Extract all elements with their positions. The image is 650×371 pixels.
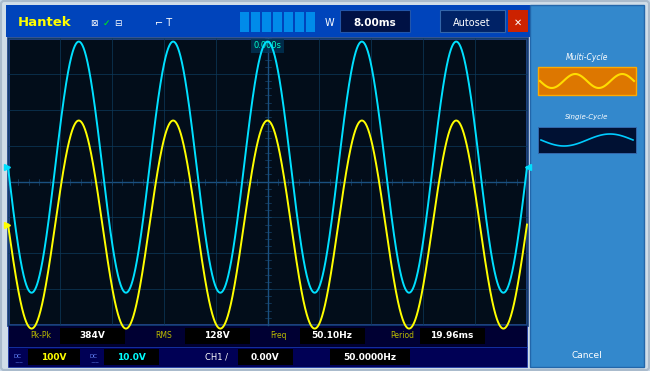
Text: 10.0V: 10.0V [116,352,146,361]
Text: ~~: ~~ [14,361,23,365]
Text: Freq: Freq [270,332,287,341]
Text: 100V: 100V [41,352,67,361]
Text: 0.000s: 0.000s [254,42,281,50]
Bar [420,328,485,344]
Text: W: W [325,18,335,28]
Text: ✕: ✕ [514,18,522,28]
Text: ⌐ T: ⌐ T [155,18,172,28]
Text: Multi-Cycle: Multi-Cycle [566,53,608,62]
Bar [251,12,260,32]
Bar [8,347,527,367]
Bar [284,12,293,32]
Bar [330,349,410,365]
Bar [185,328,250,344]
Text: Period: Period [390,332,414,341]
Bar [300,328,365,344]
Text: ✓: ✓ [103,19,111,27]
Text: 128V: 128V [204,332,230,341]
Bar [306,12,315,32]
Text: 8.00ms: 8.00ms [354,18,396,28]
Text: DC: DC [90,355,98,359]
Bar [440,10,505,32]
Text: DC: DC [14,355,22,359]
Text: 0.00V: 0.00V [251,352,280,361]
Text: 384V: 384V [79,332,105,341]
Bar [538,67,636,95]
Bar [262,12,271,32]
Bar [8,38,527,325]
Text: ⊠: ⊠ [90,19,97,27]
Bar [60,328,125,344]
Bar [28,349,80,365]
Bar [238,349,293,365]
Text: 50.0000Hz: 50.0000Hz [343,352,396,361]
Text: Pk-Pk: Pk-Pk [30,332,51,341]
Bar [538,127,636,153]
Bar [6,5,644,37]
Text: 19.96ms: 19.96ms [430,332,474,341]
Bar [240,12,249,32]
Bar [508,10,528,32]
Text: 50.10Hz: 50.10Hz [311,332,352,341]
Text: ⊟: ⊟ [114,19,122,27]
Bar [8,325,527,347]
Bar [340,10,410,32]
Bar [273,12,282,32]
Text: RMS: RMS [155,332,172,341]
Text: Autoset: Autoset [453,18,491,28]
Text: Hantek: Hantek [18,16,72,30]
Bar [104,349,159,365]
Text: Cancel: Cancel [571,351,603,359]
Bar [530,5,644,367]
Text: Single-Cycle: Single-Cycle [566,114,608,120]
Text: ~~: ~~ [90,361,99,365]
Bar [295,12,304,32]
Text: CH1 /: CH1 / [205,352,228,361]
